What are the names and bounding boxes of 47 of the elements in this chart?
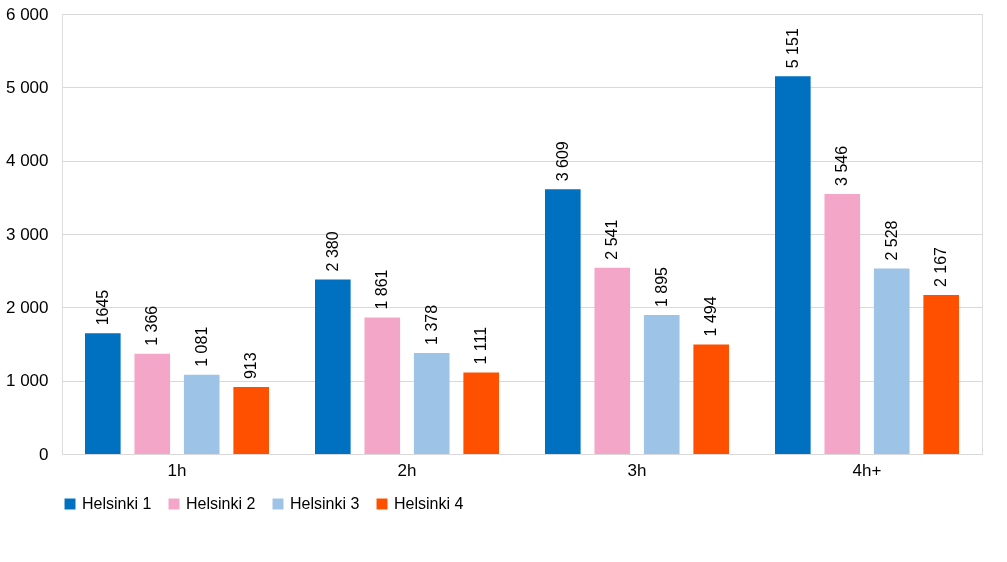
y-tick-label: 0 [39,444,49,464]
x-tick-label: 2h [397,460,417,480]
legend-label: Helsinki 2 [186,495,256,512]
data-label: 1 111 [472,326,490,365]
data-label: 2 528 [882,220,900,261]
y-tick-label: 1 000 [5,371,49,391]
bar [134,353,171,454]
bar [824,193,861,454]
data-label: 1 861 [373,269,391,310]
data-label: 1 494 [702,296,720,337]
y-tick-label: 5 000 [5,77,49,97]
legend-label: Helsinki 3 [290,495,360,512]
y-tick-label: 6 000 [5,4,49,24]
y-tick-label: 4 000 [5,151,49,171]
data-label: 1 378 [422,304,440,345]
data-label: 1 081 [192,326,210,367]
y-tick-label: 3 000 [5,224,49,244]
bar [693,344,729,454]
bar [85,333,121,454]
bar [413,352,450,454]
x-tick-label: 1h [167,460,187,480]
data-label: 2 167 [932,246,950,288]
data-label: 3 546 [833,145,851,186]
bar [364,317,401,454]
bar [463,372,499,454]
data-label: 913 [242,352,260,380]
legend-label: Helsinki 1 [82,495,152,512]
data-label: 5 151 [783,28,801,69]
bar [643,315,680,454]
y-tick-label: 2 000 [5,297,49,317]
data-label: 1 895 [652,266,670,308]
data-label: 1645 [93,289,111,326]
bar [923,295,959,454]
legend-label: Helsinki 4 [394,495,464,512]
data-label: 3 609 [553,141,571,182]
bar [545,189,581,454]
bar [233,387,269,454]
bar [873,268,910,454]
x-tick-label: 4h+ [852,460,882,480]
data-label: 2 541 [603,219,621,260]
bar [594,267,631,454]
data-label: 1 366 [143,305,161,346]
bar [775,76,811,454]
x-tick-label: 3h [627,460,647,480]
bar [183,374,220,454]
bar [315,279,351,454]
data-label: 2 380 [323,231,341,272]
